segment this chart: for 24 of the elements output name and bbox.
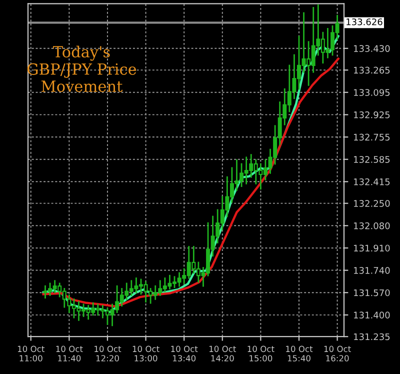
x-tick-label: 10 Oct 14:20 [209, 346, 236, 362]
ref-line-label: 133.626 [346, 18, 382, 26]
y-tick-label: 133.265 [354, 66, 390, 74]
y-tick-label: 131.235 [354, 333, 390, 340]
x-tick-label: 10 Oct 12:20 [94, 346, 122, 362]
x-tick-label: 10 Oct 13:00 [132, 346, 160, 362]
x-tick-label: 10 Oct 13:40 [171, 346, 198, 362]
y-tick-label: 131.910 [354, 244, 390, 252]
y-tick-label: 131.570 [354, 289, 390, 296]
y-tick-label: 132.080 [354, 222, 390, 230]
y-tick-label: 132.415 [354, 178, 390, 186]
y-tick-label: 133.095 [354, 89, 390, 96]
y-tick-label: 131.400 [354, 312, 390, 318]
y-tick-label: 131.740 [354, 267, 390, 274]
y-tick-label: 133.430 [354, 45, 390, 52]
x-tick-label: 10 Oct 15:40 [286, 346, 313, 362]
y-tick-label: 132.925 [354, 111, 390, 118]
x-tick-label: 10 Oct 11:40 [56, 346, 83, 362]
x-tick-label: 10 Oct 16:20 [324, 346, 351, 362]
y-tick-label: 132.250 [354, 200, 390, 207]
x-tick-label: 10 Oct 11:00 [18, 346, 45, 362]
y-tick-label: 132.755 [354, 134, 390, 141]
x-tick-label: 10 Oct 15:00 [248, 346, 274, 362]
y-tick-label: 132.585 [354, 156, 390, 163]
